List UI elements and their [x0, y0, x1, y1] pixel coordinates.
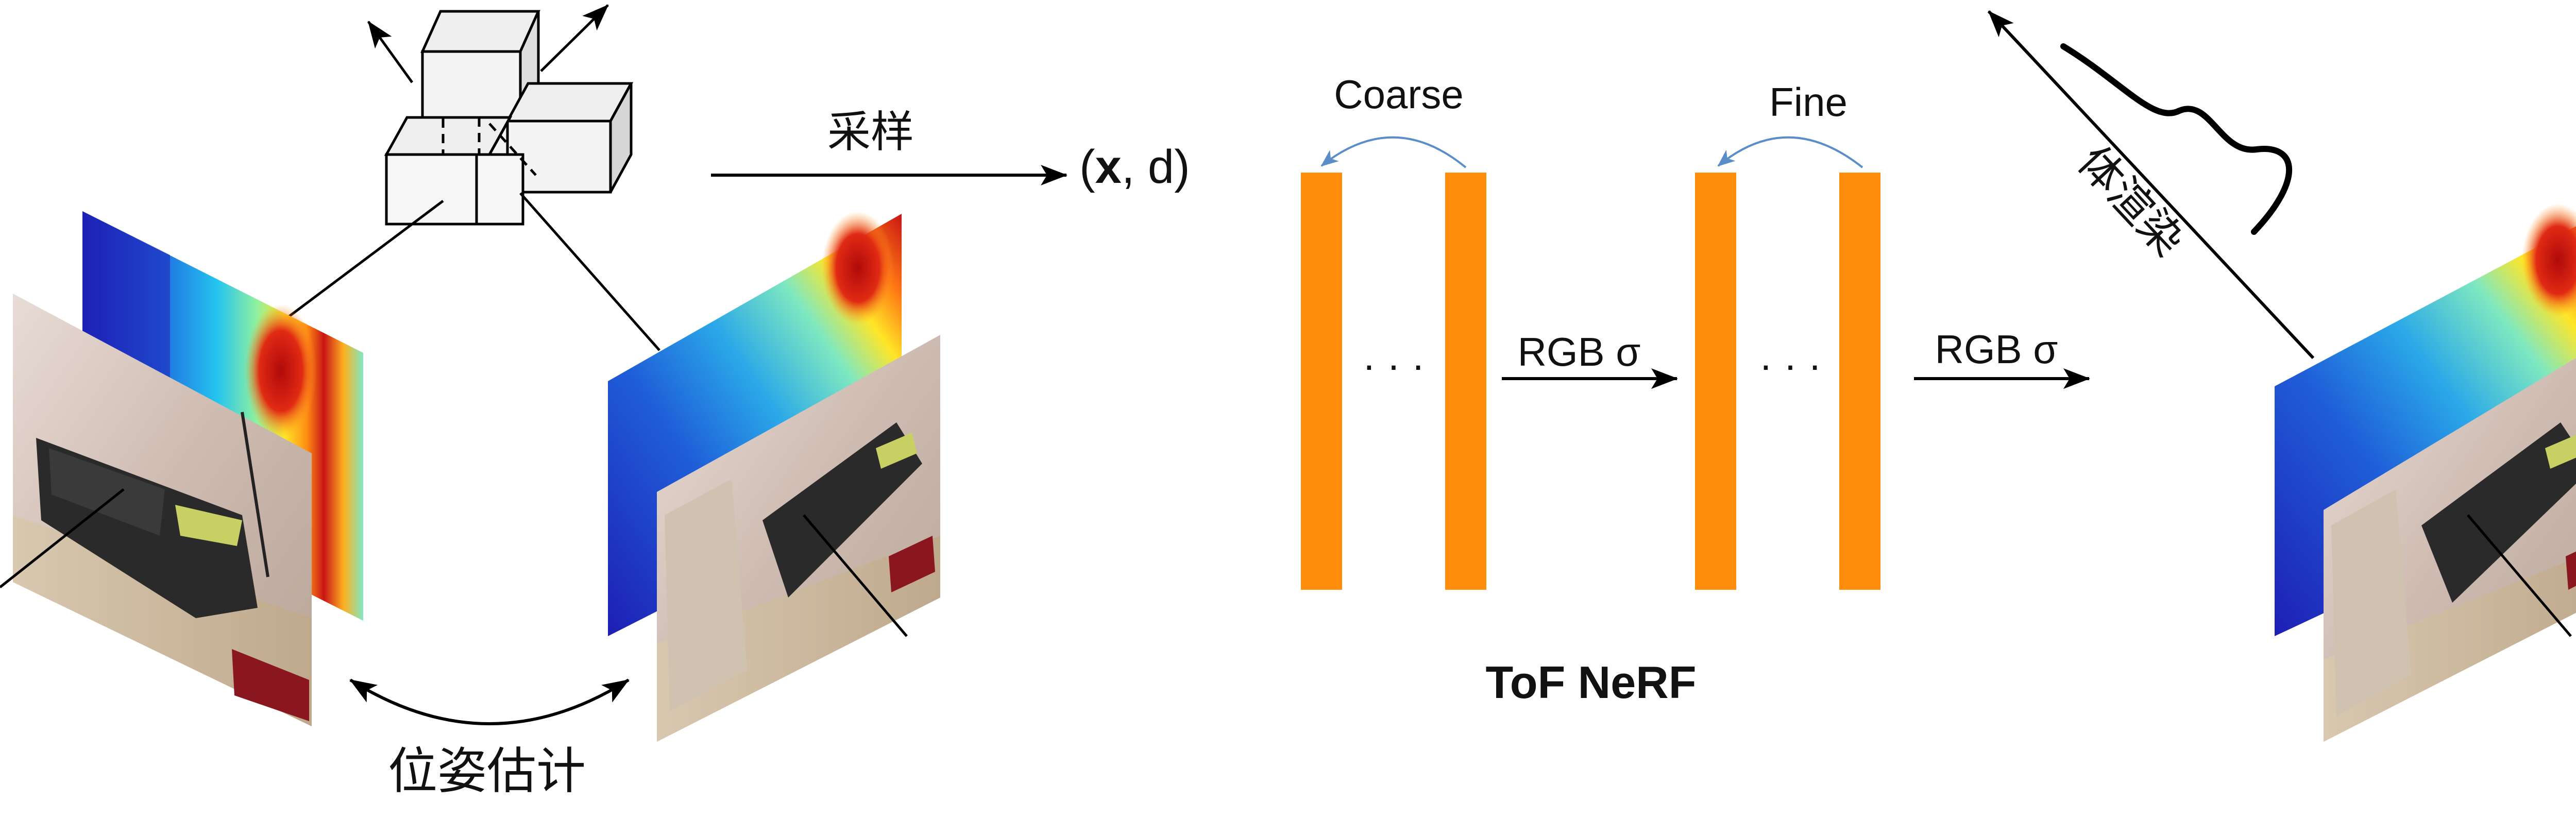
left-camera-group: 采样 (x, d) 位姿估计 — [0, 4, 1190, 800]
ray-left-cam — [277, 200, 444, 326]
fine-mlp-output-layer — [1839, 173, 1880, 590]
coarse-ellipsis: · · · — [1362, 342, 1425, 387]
density-curve-icon — [2060, 43, 2293, 235]
pose-estimation-label: 位姿估计 — [388, 742, 586, 800]
ray-render-out — [2467, 514, 2572, 637]
ray-right-out — [803, 514, 908, 637]
fine-mlp-input-layer — [1695, 173, 1736, 590]
ray-left-out — [0, 488, 125, 588]
voxel-cubes-icon — [384, 10, 634, 226]
coarse-label: Coarse — [1334, 72, 1463, 117]
rgb-frame-image — [2324, 357, 2576, 742]
rgb-frame-image — [13, 294, 312, 726]
volume-render-group: 体渲染 — [1987, 10, 2576, 742]
pose-estimation-arrow — [349, 678, 630, 725]
ray-right-cam — [519, 192, 660, 351]
voxel-axis-up-left — [367, 21, 414, 83]
fine-ellipsis: · · · — [1759, 342, 1821, 387]
fine-skip-arrow — [1717, 136, 1863, 168]
model-name: ToF NeRF — [1486, 657, 1697, 708]
sampling-label: 采样 — [827, 107, 914, 157]
voxel-axis-up-right — [540, 4, 609, 72]
fine-label: Fine — [1769, 79, 1848, 125]
coarse-mlp-input-layer — [1301, 173, 1342, 590]
input-xd-label: (x, d) — [1079, 141, 1190, 193]
rgb-sigma-out-label: RGB σ — [1935, 327, 2058, 372]
volume-render-arrow — [1987, 10, 2315, 360]
tof-nerf-network: · · · Coarse RGB σ · · · Fine RGB σ ToF … — [1301, 72, 2090, 708]
volume-render-label: 体渲染 — [2068, 137, 2194, 266]
coarse-skip-arrow — [1320, 136, 1467, 168]
rgb-frame-image — [657, 335, 940, 742]
coarse-mlp-output-layer — [1445, 173, 1486, 590]
rgb-sigma-mid-label: RGB σ — [1518, 329, 1641, 374]
